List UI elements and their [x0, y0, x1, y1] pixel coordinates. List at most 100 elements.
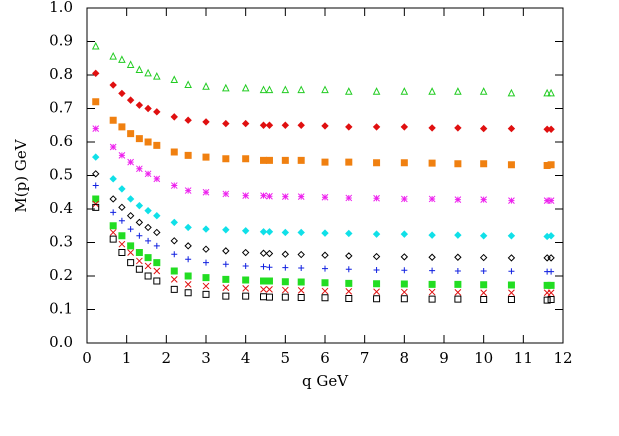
- data-point: [222, 119, 230, 128]
- y-tick-label: 0.7: [49, 99, 73, 117]
- data-point: [265, 293, 273, 301]
- y-tick-label: 0.3: [49, 233, 73, 251]
- data-point: [144, 206, 152, 215]
- data-point: [184, 242, 192, 250]
- y-tick-label: 0.8: [49, 65, 73, 83]
- data-point: [184, 289, 192, 297]
- data-point: [92, 69, 100, 78]
- plot-frame: [86, 7, 564, 344]
- x-tick-label: 12: [553, 349, 572, 367]
- data-point: [92, 195, 100, 203]
- data-point: [202, 118, 210, 126]
- data-point: [479, 124, 488, 133]
- data-point: [507, 254, 516, 262]
- data-point: [126, 96, 135, 104]
- data-point: [153, 259, 161, 267]
- data-point: [203, 259, 209, 266]
- data-point: [321, 287, 329, 295]
- data-point: [242, 262, 249, 269]
- data-point: [428, 195, 436, 203]
- data-point: [543, 254, 551, 262]
- data-point: [507, 88, 516, 97]
- data-point: [118, 185, 126, 193]
- data-point: [260, 263, 267, 270]
- data-point: [170, 113, 178, 121]
- data-point: [136, 232, 143, 239]
- data-point: [92, 203, 100, 211]
- data-point: [126, 60, 135, 68]
- data-point: [153, 141, 161, 149]
- data-point: [547, 295, 555, 303]
- data-point: [242, 155, 250, 163]
- data-point: [480, 295, 488, 303]
- data-point: [454, 289, 462, 296]
- data-point: [265, 156, 273, 164]
- data-point: [265, 249, 274, 258]
- data-point: [144, 68, 152, 77]
- y-tick-label: 1.0: [49, 0, 73, 16]
- data-point: [184, 281, 192, 288]
- data-point: [345, 288, 353, 295]
- data-point: [222, 247, 230, 255]
- data-point: [170, 285, 178, 293]
- data-point: [345, 158, 353, 166]
- data-point: [135, 265, 143, 273]
- data-point: [373, 280, 381, 288]
- data-point: [259, 228, 268, 236]
- data-point: [321, 158, 329, 166]
- data-point: [345, 279, 353, 287]
- y-axis-label: M(p) GeV: [12, 138, 30, 212]
- data-point: [118, 123, 126, 131]
- data-point: [454, 196, 462, 203]
- data-point: [135, 249, 143, 257]
- data-point: [345, 294, 353, 302]
- data-point: [507, 295, 515, 303]
- data-point: [202, 290, 210, 298]
- data-point: [454, 87, 462, 95]
- data-point: [92, 98, 100, 106]
- data-point: [118, 152, 126, 159]
- y-tick-label: 0.9: [49, 32, 73, 50]
- data-point: [480, 289, 488, 297]
- data-point: [118, 240, 126, 248]
- data-point: [184, 151, 192, 159]
- data-point: [135, 218, 144, 227]
- x-tick-label: 8: [400, 349, 410, 367]
- data-point: [145, 237, 152, 244]
- data-point: [127, 259, 135, 267]
- x-tick-label: 5: [281, 349, 291, 367]
- data-point: [507, 281, 515, 289]
- data-point: [454, 295, 462, 303]
- data-point: [297, 293, 305, 301]
- data-point: [373, 295, 381, 303]
- data-point: [265, 228, 274, 236]
- data-point: [260, 286, 267, 293]
- data-point: [281, 228, 290, 237]
- data-point: [400, 280, 408, 288]
- data-point: [153, 267, 161, 275]
- data-point: [202, 82, 210, 90]
- data-point: [260, 192, 267, 199]
- data-point: [202, 188, 210, 196]
- data-point: [297, 121, 305, 129]
- data-point: [170, 267, 178, 275]
- data-point: [266, 286, 273, 293]
- data-point: [260, 293, 268, 301]
- data-point: [171, 251, 178, 258]
- data-point: [118, 249, 126, 257]
- data-point: [428, 87, 436, 95]
- y-tick-label: 0.0: [49, 333, 73, 351]
- data-point: [547, 125, 555, 133]
- data-point: [547, 281, 555, 289]
- x-axis-label: q GeV: [302, 372, 349, 390]
- data-point: [547, 161, 555, 169]
- data-point: [547, 88, 555, 97]
- data-point: [508, 268, 515, 275]
- data-point: [321, 294, 329, 302]
- x-tick-label: 10: [474, 349, 493, 367]
- data-point: [543, 197, 551, 204]
- data-point: [118, 232, 126, 240]
- data-point: [144, 104, 152, 113]
- data-point: [259, 85, 268, 94]
